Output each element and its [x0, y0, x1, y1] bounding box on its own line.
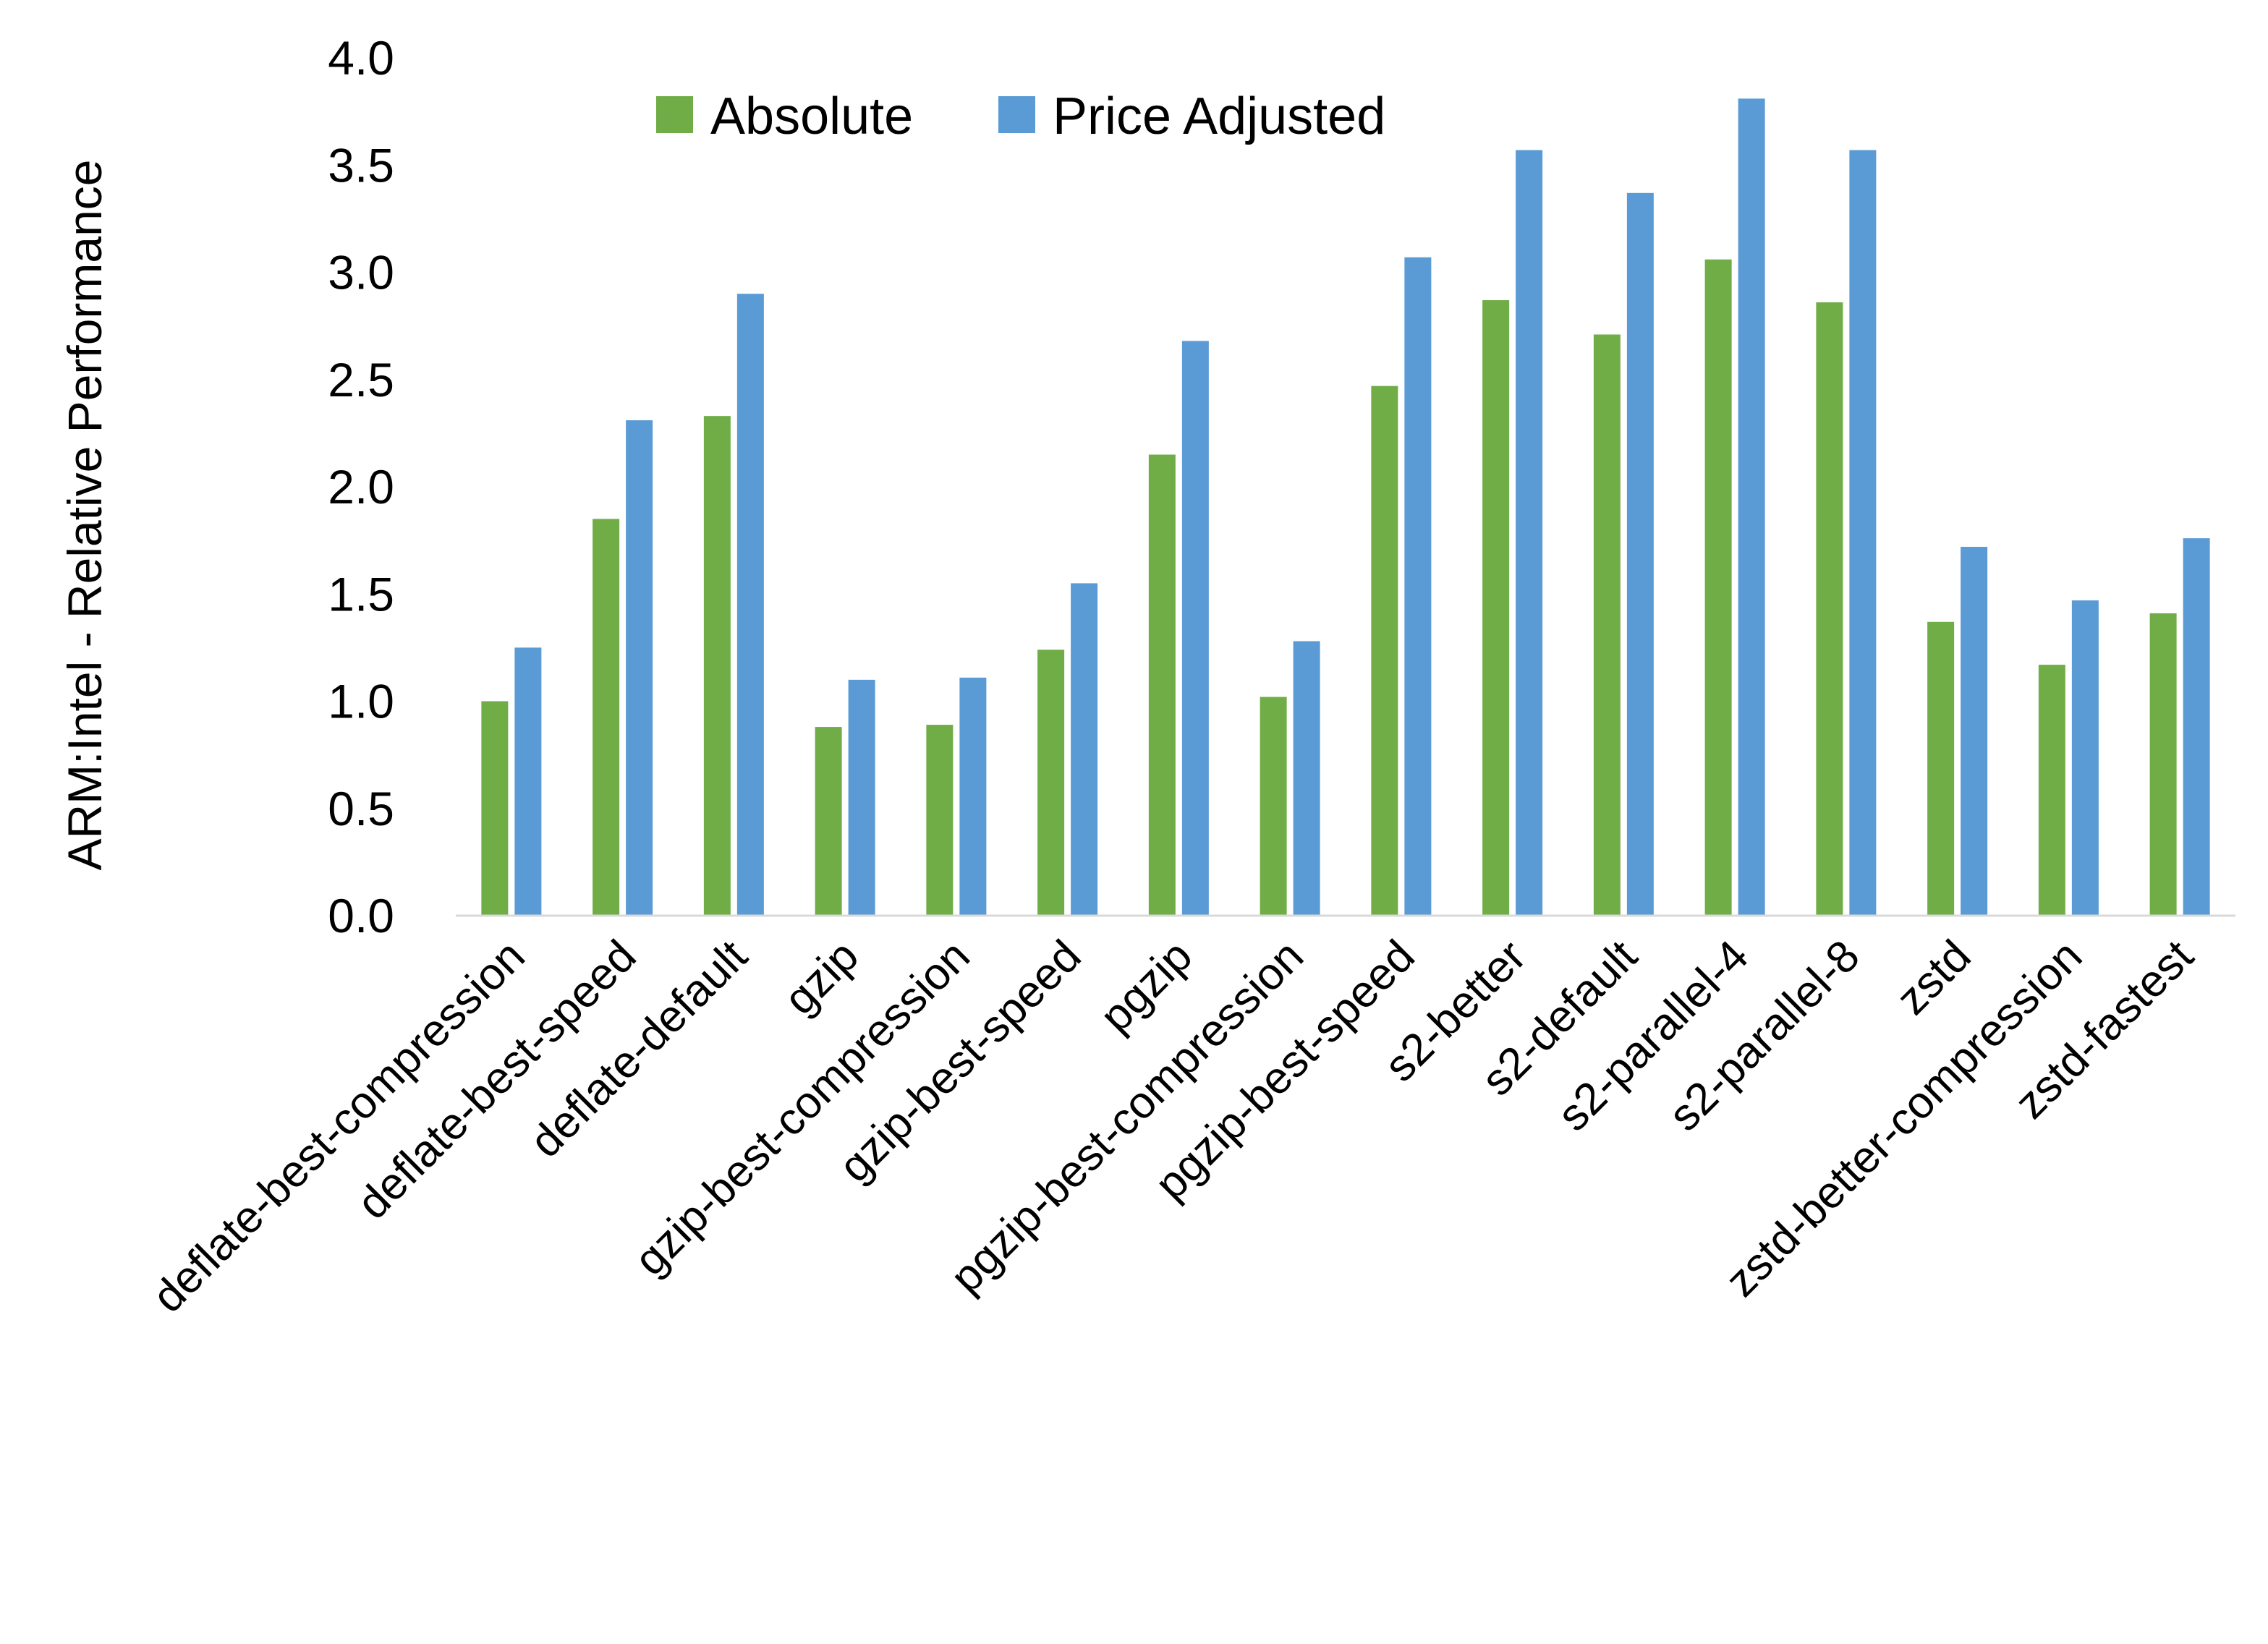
bar-price-adjusted-gzip-best-compression: [959, 677, 987, 916]
bar-price-adjusted-s2-parallel-8: [1849, 150, 1877, 916]
bar-absolute-deflate-default: [703, 416, 731, 916]
bar-price-adjusted-zstd: [1961, 547, 1988, 916]
y-tick-label: 2.5: [328, 353, 394, 406]
legend-swatch-price-adjusted: [998, 96, 1035, 133]
y-tick-label: 4.0: [328, 31, 394, 85]
bar-absolute-deflate-best-compression: [481, 701, 509, 916]
bar-price-adjusted-gzip: [848, 679, 875, 916]
bar-price-adjusted-zstd-better-compression: [2071, 600, 2099, 916]
legend-label: Absolute: [710, 88, 913, 145]
y-tick-label: 0.5: [328, 782, 394, 835]
bar-price-adjusted-gzip-best-speed: [1071, 583, 1098, 916]
y-tick-label: 0.0: [328, 889, 394, 942]
legend-label: Price Adjusted: [1053, 88, 1385, 145]
bar-absolute-gzip-best-compression: [926, 725, 954, 916]
bar-price-adjusted-pgzip: [1181, 341, 1209, 916]
bar-price-adjusted-s2-parallel-4: [1738, 98, 1765, 916]
legend: Absolute Price Adjusted: [656, 88, 1385, 145]
bar-absolute-zstd-better-compression: [2038, 665, 2065, 916]
bar-price-adjusted-pgzip-best-speed: [1404, 257, 1432, 916]
y-tick-label: 3.5: [328, 138, 394, 192]
bar-price-adjusted-deflate-best-compression: [514, 647, 542, 916]
y-tick-label: 1.5: [328, 567, 394, 621]
y-tick-label: 3.0: [328, 246, 394, 299]
bar-absolute-deflate-best-speed: [593, 519, 620, 916]
bar-absolute-gzip: [815, 727, 842, 916]
bar-price-adjusted-deflate-best-speed: [626, 420, 653, 916]
bar-absolute-s2-parallel-8: [1816, 302, 1843, 916]
bar-absolute-pgzip: [1148, 454, 1176, 916]
bar-absolute-s2-default: [1593, 334, 1621, 916]
bar-price-adjusted-deflate-default: [736, 294, 764, 916]
bar-price-adjusted-s2-better: [1516, 150, 1543, 916]
bar-absolute-s2-better: [1482, 300, 1510, 916]
x-tick-label: zstd: [1887, 931, 1980, 1024]
bar-absolute-s2-parallel-4: [1704, 259, 1732, 916]
bar-absolute-zstd-fastest: [2149, 613, 2177, 916]
bar-price-adjusted-zstd-fastest: [2183, 538, 2210, 916]
bar-absolute-pgzip-best-compression: [1260, 697, 1287, 916]
y-axis-title: ARM:Intel - Relative Performance: [58, 159, 111, 870]
bars: [481, 98, 2210, 916]
y-tick-label: 1.0: [328, 675, 394, 728]
bar-price-adjusted-s2-default: [1626, 192, 1654, 916]
x-axis-labels: deflate-best-compressiondeflate-best-spe…: [143, 931, 2203, 1322]
x-tick-label: gzip: [775, 931, 868, 1024]
bar-absolute-zstd: [1927, 621, 1955, 916]
bar-absolute-gzip-best-speed: [1037, 649, 1065, 916]
bar-price-adjusted-pgzip-best-compression: [1293, 641, 1320, 916]
legend-swatch-absolute: [656, 96, 693, 133]
y-axis-ticks: 0.0 0.5 1.0 1.5 2.0 2.5 3.0 3.5 4.0: [328, 31, 394, 942]
y-tick-label: 2.0: [328, 460, 394, 514]
bar-absolute-pgzip-best-speed: [1371, 386, 1398, 916]
